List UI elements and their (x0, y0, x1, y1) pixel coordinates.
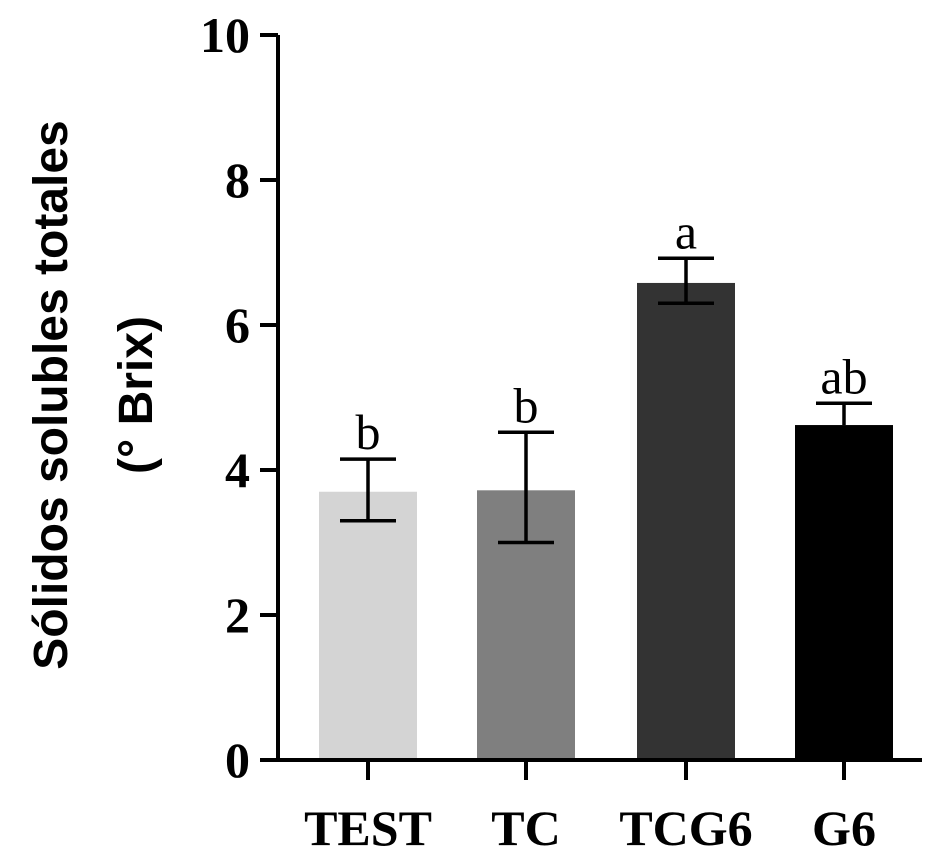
error-bar-tcg6 (658, 256, 714, 305)
significance-label-tcg6: a (675, 203, 697, 259)
bar-test (319, 491, 417, 760)
y-tick-label: 0 (225, 732, 250, 788)
y-axis-title: Sólidos solubles totales (° Brix) (25, 120, 163, 669)
x-tick-label-g6: G6 (812, 800, 876, 856)
y-tick-label: 4 (225, 442, 250, 498)
significance-label-tc: b (514, 377, 539, 433)
bar-g6 (795, 425, 893, 760)
y-tick-label: 6 (225, 297, 250, 353)
error-bar-tc (498, 430, 554, 545)
significance-label-g6: ab (820, 348, 867, 404)
plot-area: b b a ab 0 2 4 6 8 10 TEST TC TCG6 G6 (200, 7, 922, 856)
significance-label-test: b (356, 404, 381, 460)
y-axis-title-line1: Sólidos solubles totales (25, 120, 78, 669)
x-tick-label-tcg6: TCG6 (619, 800, 752, 856)
y-tick-label: 8 (225, 152, 250, 208)
x-tick-label-test: TEST (304, 800, 432, 856)
error-bar-test (340, 457, 396, 523)
x-tick-label-tc: TC (491, 800, 560, 856)
y-tick-label: 2 (225, 587, 250, 643)
bar-tcg6 (637, 282, 735, 760)
y-axis-title-line2: (° Brix) (110, 316, 163, 474)
y-tick-label: 10 (200, 7, 250, 63)
error-bar-g6 (816, 401, 872, 426)
